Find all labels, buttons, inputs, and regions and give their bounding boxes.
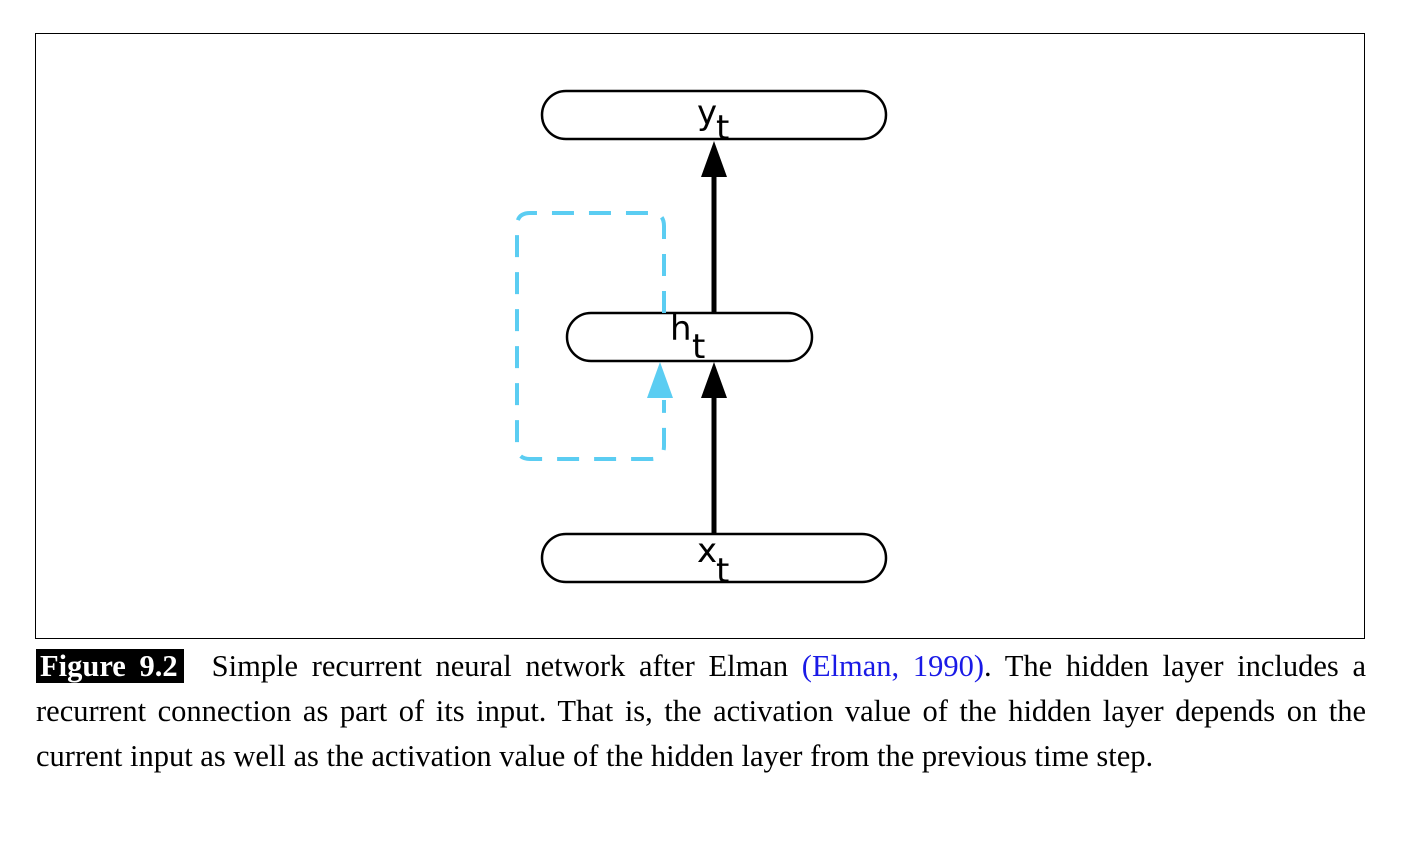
output-node-sub: t — [716, 108, 729, 148]
citation-link[interactable]: (Elman, 1990) — [801, 649, 985, 683]
input-node-var: x — [697, 531, 717, 571]
arrow-hidden-to-output — [701, 141, 727, 313]
recurrent-arrowhead — [647, 362, 673, 398]
output-node: y t — [540, 89, 888, 148]
caption-text-after: . The hidden layer includes a recurrent … — [36, 649, 1367, 773]
hidden-node-var: h — [670, 309, 692, 349]
hidden-node-sub: t — [692, 327, 705, 367]
arrow-input-to-hidden — [701, 362, 727, 534]
output-node-var: y — [697, 93, 717, 133]
hidden-node: h t — [565, 309, 814, 367]
input-node-sub: t — [716, 551, 729, 591]
figure-label: Figure 9.2 — [36, 649, 184, 683]
caption-text-before: Simple recurrent neural network after El… — [211, 649, 802, 683]
recurrent-connection — [515, 211, 673, 461]
figure-caption: Figure 9.2 Simple recurrent neural networ… — [36, 644, 1366, 779]
input-node: x t — [540, 531, 888, 591]
